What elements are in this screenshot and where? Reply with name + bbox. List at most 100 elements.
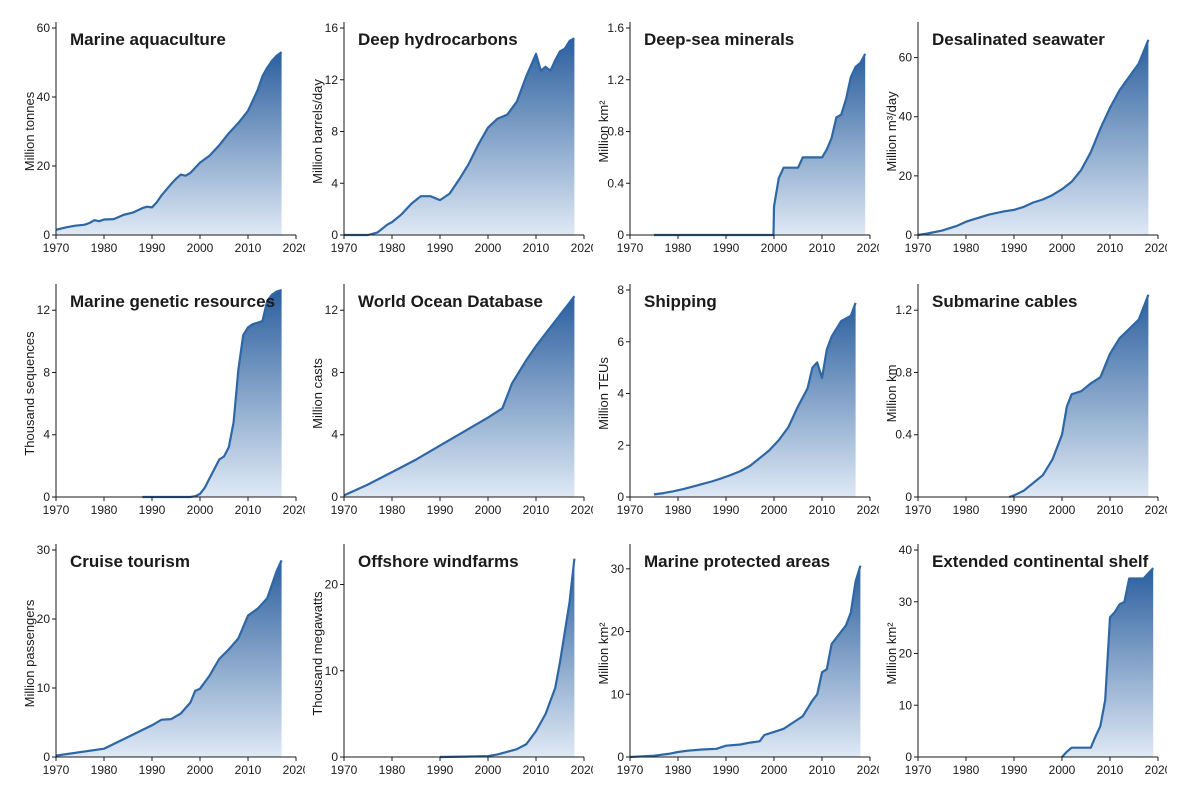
x-tick-label: 1980 [91,241,118,255]
chart-title: Shipping [644,292,717,311]
y-tick-label: 60 [37,21,51,35]
x-tick-label: 1980 [665,241,692,255]
chart-title: Cruise tourism [70,552,190,571]
series-line [1061,567,1155,758]
x-tick-label: 1970 [617,241,644,255]
y-tick-label: 40 [899,110,913,124]
chart-title: Marine protected areas [644,552,830,571]
x-tick-label: 1990 [139,763,166,777]
area-fill [56,560,282,757]
x-tick-label: 2010 [235,503,262,517]
y-tick-label: 4 [617,387,624,401]
x-tick-label: 2010 [809,763,836,777]
series-line [344,37,575,237]
x-tick-label: 1970 [43,241,70,255]
y-tick-label: 0 [331,750,338,764]
area-fill [344,38,575,236]
y-tick-label: 0.8 [895,365,912,379]
series-line [55,559,283,757]
y-tick-label: 4 [331,176,338,190]
x-tick-label: 2010 [809,241,836,255]
area-fill [344,296,575,497]
y-axis-label: Million barrels/day [310,79,325,184]
x-tick-label: 1970 [617,503,644,517]
x-tick-label: 1980 [379,763,406,777]
x-tick-label: 1990 [713,763,740,777]
y-tick-label: 0 [617,750,624,764]
x-tick-label: 2010 [235,241,262,255]
chart-title: Marine aquaculture [70,30,226,49]
y-tick-label: 8 [331,365,338,379]
x-tick-label: 2010 [1097,241,1124,255]
y-axis-label: Million km² [596,100,611,163]
series-line [629,565,862,759]
x-tick-label: 1990 [1001,241,1028,255]
x-tick-label: 1970 [905,763,932,777]
x-tick-label: 1990 [713,503,740,517]
y-tick-label: 1.6 [607,21,624,35]
x-tick-label: 2010 [809,503,836,517]
y-axis-label: Million tonnes [22,91,37,171]
y-axis-label: Million TEUs [596,357,611,430]
y-tick-label: 30 [37,543,51,557]
x-tick-label: 1980 [953,763,980,777]
x-tick-label: 1970 [43,503,70,517]
area-fill [654,302,856,497]
x-tick-label: 1990 [713,241,740,255]
y-tick-label: 30 [899,595,913,609]
y-tick-label: 40 [37,90,51,104]
x-tick-label: 2000 [475,763,502,777]
x-tick-label: 2000 [761,763,788,777]
y-tick-label: 8 [617,283,624,297]
chart-title: World Ocean Database [358,292,543,311]
x-tick-label: 2010 [1097,763,1124,777]
y-tick-label: 40 [899,543,913,557]
y-tick-label: 12 [37,303,51,317]
x-tick-label: 1990 [427,241,454,255]
y-tick-label: 10 [37,681,51,695]
y-tick-label: 30 [611,562,625,576]
chart-title: Deep hydrocarbons [358,30,518,49]
x-tick-label: 2010 [523,763,550,777]
x-tick-label: 1990 [1001,763,1028,777]
x-tick-label: 1970 [331,503,358,517]
y-tick-label: 6 [617,335,624,349]
x-tick-label: 1980 [379,503,406,517]
y-tick-label: 20 [37,612,51,626]
x-tick-label: 1980 [953,503,980,517]
x-tick-label: 1970 [905,503,932,517]
x-tick-label: 1970 [331,241,358,255]
y-tick-label: 20 [325,578,339,592]
x-tick-label: 2000 [1049,503,1076,517]
x-tick-label: 2010 [235,763,262,777]
y-tick-label: 20 [899,169,913,183]
x-tick-label: 1980 [379,241,406,255]
x-tick-label: 1980 [91,503,118,517]
chart-title: Desalinated seawater [932,30,1105,49]
series-line [1008,294,1150,499]
series-line [653,302,857,496]
y-tick-label: 0 [43,228,50,242]
y-tick-label: 8 [331,125,338,139]
x-tick-label: 2000 [761,241,788,255]
series-line [654,53,867,237]
area-fill [1009,294,1149,497]
x-tick-label: 1980 [91,763,118,777]
x-tick-label: 1990 [427,763,454,777]
x-tick-label: 2010 [1097,503,1124,517]
